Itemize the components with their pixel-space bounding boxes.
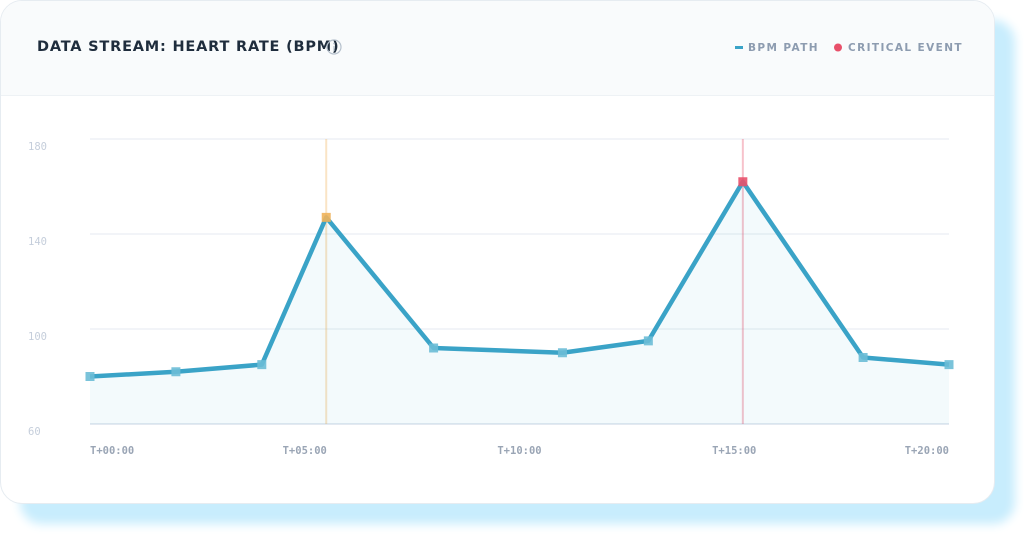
legend-swatch	[834, 43, 842, 52]
area	[90, 181, 949, 424]
line	[89, 179, 950, 379]
x-tick-label: T+10:00	[497, 445, 541, 457]
point	[171, 367, 181, 377]
y-tick-label: 140	[28, 236, 47, 248]
chart-title: DATA STREAM: HEART RATE (BPM)	[37, 39, 339, 55]
x-tick-label: T+15:00	[712, 445, 756, 457]
point	[321, 212, 331, 222]
point	[557, 348, 567, 358]
point	[85, 372, 95, 381]
x-tick-label: T+05:00	[283, 445, 327, 457]
x-tick-label: T+00:00	[90, 445, 134, 457]
point	[738, 177, 748, 187]
legend-label: BPM PATH	[748, 42, 819, 54]
legend-label: CRITICAL EVENT	[848, 42, 963, 54]
card	[0, 0, 995, 504]
legend-swatch	[735, 46, 743, 49]
y-tick-label: 60	[28, 426, 41, 438]
y-tick-label: 100	[28, 331, 47, 343]
info-icon-circle	[326, 39, 342, 55]
point	[643, 336, 653, 346]
info-icon[interactable]	[326, 39, 342, 55]
point	[429, 343, 439, 353]
point	[944, 360, 954, 370]
y-tick-label: 180	[28, 141, 47, 153]
point	[257, 360, 267, 370]
info-icon-dot	[333, 42, 335, 45]
card-header	[1, 1, 994, 96]
x-tick-label: T+20:00	[905, 445, 949, 457]
point	[858, 353, 868, 362]
